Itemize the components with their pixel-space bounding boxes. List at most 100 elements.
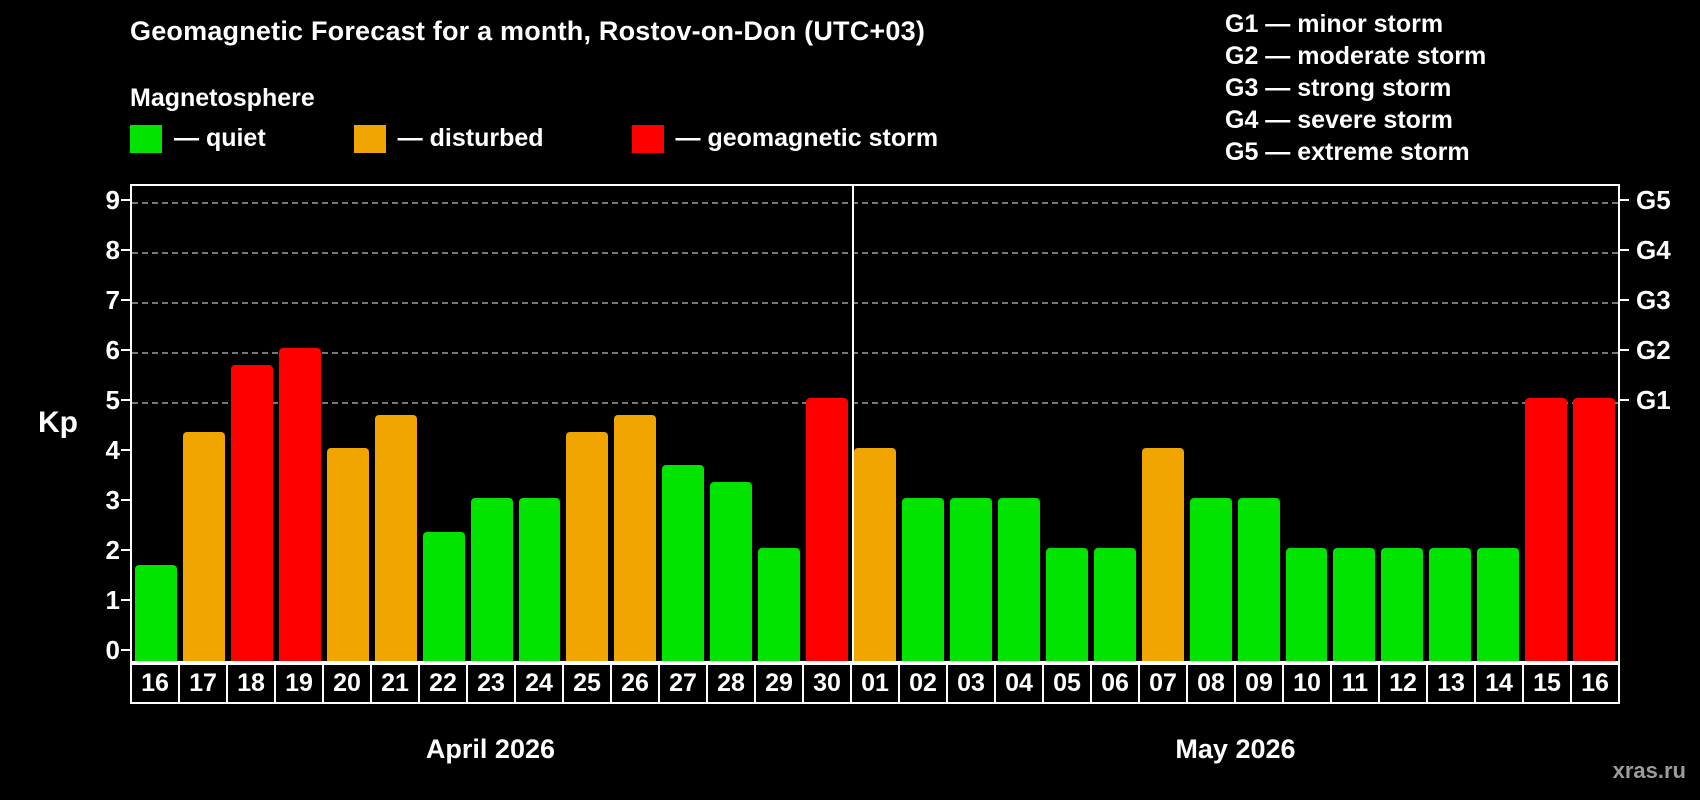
gridline-8: [132, 252, 1618, 254]
bar-column-14: [1474, 186, 1522, 661]
bar-column-08: [1187, 186, 1235, 661]
ytickmark-6: [121, 349, 130, 351]
bar-column-26: [611, 186, 659, 661]
day-label-14: 14: [1474, 663, 1524, 704]
day-label-29: 29: [754, 663, 804, 704]
chart-title: Geomagnetic Forecast for a month, Rostov…: [130, 16, 926, 46]
bar-column-19: [276, 186, 324, 661]
ytick-4: 4: [105, 435, 120, 465]
bar-column-21: [372, 186, 420, 661]
day-label-23: 23: [466, 663, 516, 704]
month-label-april: April 2026: [425, 734, 556, 764]
day-label-10: 10: [1282, 663, 1332, 704]
bar-column-18: [228, 186, 276, 661]
gtick-G3: G3: [1636, 285, 1671, 315]
bar-column-12: [1378, 186, 1426, 661]
ytick-7: 7: [105, 285, 120, 315]
magnetosphere-label: Magnetosphere: [130, 84, 315, 112]
bar-column-10: [1283, 186, 1331, 661]
g-legend-line-4: G4 — severe storm: [1225, 106, 1453, 134]
gtickmark-G1: [1620, 399, 1629, 401]
day-label-24: 24: [514, 663, 564, 704]
storm-swatch: [631, 124, 664, 153]
status-legend: — quiet — disturbed — geomagnetic storm: [130, 124, 938, 153]
kp-bar-14: [1477, 548, 1520, 661]
day-label-02: 02: [898, 663, 948, 704]
disturbed-swatch: [353, 124, 386, 153]
day-label-16: 16: [130, 663, 180, 704]
ytick-3: 3: [105, 485, 120, 515]
kp-bar-16: [1573, 398, 1616, 661]
ytick-6: 6: [105, 335, 120, 365]
quiet-swatch: [130, 124, 162, 153]
kp-bar-26: [614, 414, 657, 661]
kp-bar-21: [374, 414, 417, 661]
kp-bar-02: [902, 498, 944, 661]
g-scale-legend: G1 — minor storm G2 — moderate storm G3 — …: [1225, 8, 1486, 168]
gtick-G2: G2: [1636, 335, 1671, 365]
ytickmark-8: [121, 249, 130, 251]
ytickmark-0: [121, 649, 130, 651]
bar-column-24: [516, 186, 564, 661]
kp-bar-07: [1141, 448, 1184, 661]
kp-bar-17: [182, 431, 225, 661]
kp-bar-20: [326, 448, 369, 661]
bar-column-07: [1139, 186, 1187, 661]
day-label-12: 12: [1378, 663, 1428, 704]
kp-bar-05: [1045, 548, 1088, 661]
gtickmark-G3: [1620, 299, 1629, 301]
day-label-03: 03: [946, 663, 996, 704]
kp-bar-06: [1093, 548, 1136, 661]
bar-column-11: [1330, 186, 1378, 661]
gtickmark-G5: [1620, 199, 1629, 201]
kp-bar-27: [662, 464, 705, 661]
x-axis-day-labels: 16 17 18 19 20 21 22 23 24 25 26 27 28 29 30 01 02 03 04 05…: [130, 663, 1620, 704]
day-label-04: 04: [994, 663, 1044, 704]
kp-bar-15: [1525, 398, 1568, 661]
bar-column-05: [1043, 186, 1091, 661]
gridline-9: [132, 202, 1618, 204]
day-label-13: 13: [1426, 663, 1476, 704]
ytick-5: 5: [105, 385, 120, 415]
bars-container: [132, 186, 1618, 661]
ytickmark-1: [121, 599, 130, 601]
day-label-26: 26: [610, 663, 660, 704]
day-label-18: 18: [226, 663, 276, 704]
gtick-G5: G5: [1636, 185, 1671, 215]
bar-column-04: [995, 186, 1043, 661]
kp-bar-29: [758, 548, 801, 661]
bar-column-09: [1235, 186, 1283, 661]
day-label-30: 30: [802, 663, 852, 704]
day-label-25: 25: [562, 663, 612, 704]
bar-column-02: [899, 186, 947, 661]
legend-label-storm: — geomagnetic storm: [675, 124, 939, 152]
watermark-link[interactable]: xras.ru: [1612, 758, 1686, 783]
bar-column-22: [420, 186, 468, 661]
kp-bar-30: [806, 398, 849, 661]
kp-bar-16: [135, 564, 177, 661]
kp-bar-23: [470, 498, 513, 661]
kp-bar-11: [1333, 548, 1376, 661]
ytick-1: 1: [105, 585, 120, 615]
gridline-5: [132, 402, 1618, 404]
ytickmark-2: [121, 549, 130, 551]
kp-bar-01: [854, 448, 896, 661]
bar-column-16: [132, 186, 180, 661]
bar-column-03: [947, 186, 995, 661]
day-label-05: 05: [1042, 663, 1092, 704]
day-label-01: 01: [850, 663, 900, 704]
day-label-20: 20: [322, 663, 372, 704]
bar-column-20: [324, 186, 372, 661]
day-label-07: 07: [1138, 663, 1188, 704]
g-legend-line-3: G3 — strong storm: [1225, 74, 1452, 102]
bar-column-27: [659, 186, 707, 661]
day-label-19: 19: [274, 663, 324, 704]
ytick-2: 2: [105, 535, 120, 565]
bar-column-01: [851, 186, 899, 661]
gtick-G4: G4: [1636, 235, 1671, 265]
bar-column-23: [468, 186, 516, 661]
month-label-may: May 2026: [1175, 734, 1296, 764]
plot-area: [130, 184, 1620, 663]
kp-bar-22: [422, 531, 465, 661]
